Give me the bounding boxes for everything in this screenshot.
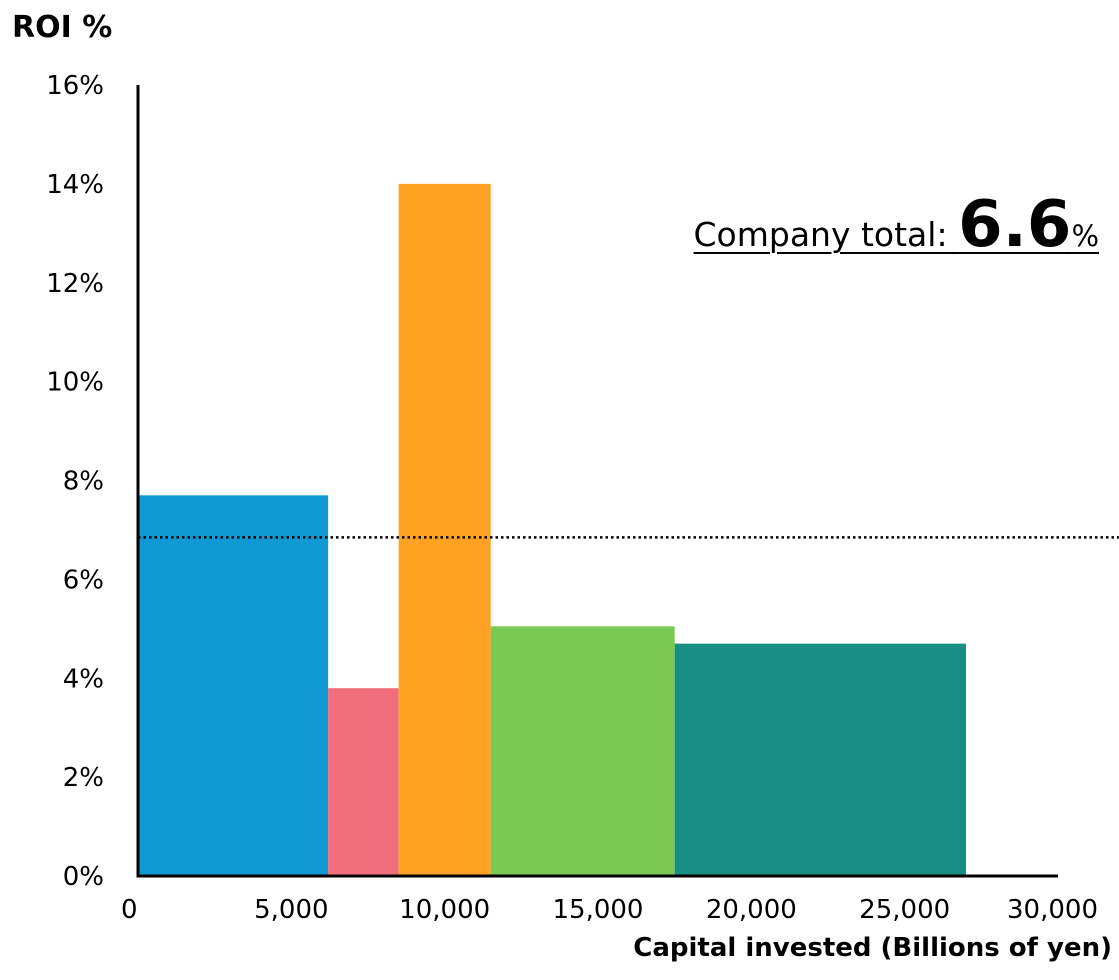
y-tick-label: 14% xyxy=(46,170,104,200)
x-tick-label: 0 xyxy=(121,895,138,925)
bar-2 xyxy=(328,688,399,876)
x-tick-label: 15,000 xyxy=(553,895,644,925)
x-tick-label: 5,000 xyxy=(254,895,328,925)
bar-4 xyxy=(490,626,675,876)
company-total-value: 6.6 xyxy=(958,188,1072,262)
y-tick-label: 2% xyxy=(63,763,104,793)
company-total-annotation: Company total: 6.6% xyxy=(694,188,1100,262)
bar-3 xyxy=(398,183,491,876)
y-tick-label: 8% xyxy=(63,467,104,497)
x-axis-title: Capital invested (Billions of yen) xyxy=(633,933,1112,963)
bars xyxy=(138,183,966,876)
y-axis-title: ROI % xyxy=(12,10,112,45)
y-tick-labels: 0% 2% 4% 6% 8% 10% 12% 14% 16% xyxy=(46,71,104,892)
x-tick-label: 30,000 xyxy=(1007,895,1098,925)
y-tick-label: 6% xyxy=(63,565,104,595)
bar-5 xyxy=(674,643,966,876)
y-tick-label: 16% xyxy=(46,71,104,101)
bar-1 xyxy=(138,495,329,876)
x-tick-labels: 0 5,000 10,000 15,000 20,000 25,000 30,000 xyxy=(121,895,1098,925)
y-tick-label: 12% xyxy=(46,269,104,299)
company-total-unit: % xyxy=(1071,219,1099,253)
x-tick-label: 25,000 xyxy=(859,895,950,925)
y-tick-label: 4% xyxy=(63,664,104,694)
x-tick-label: 10,000 xyxy=(399,895,490,925)
company-total-label: Company total: xyxy=(693,215,959,254)
y-tick-label: 0% xyxy=(63,862,104,892)
x-tick-label: 20,000 xyxy=(706,895,797,925)
y-tick-label: 10% xyxy=(46,368,104,398)
